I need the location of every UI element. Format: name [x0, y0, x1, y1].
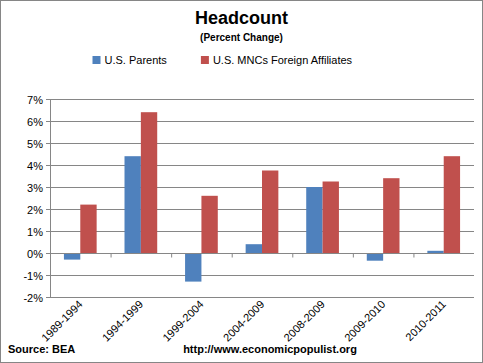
y-tick: [46, 143, 50, 144]
y-tick: [46, 297, 50, 298]
y-axis: [50, 99, 51, 297]
x-tick: [50, 254, 51, 258]
grid-line: [50, 165, 474, 166]
y-tick-label: -1%: [23, 270, 43, 282]
y-tick: [46, 165, 50, 166]
y-tick-label: 5%: [27, 138, 43, 150]
x-tick-label: 1999-2004: [160, 298, 206, 344]
bar: [185, 253, 201, 282]
x-tick-label: 2004-2009: [221, 298, 267, 344]
x-tick-label: 2010-2011: [403, 298, 448, 343]
x-axis: [50, 253, 474, 254]
legend: U.S. Parents U.S. MNCs Foreign Affiliates: [93, 54, 353, 66]
bar: [201, 196, 217, 253]
legend-label: U.S. Parents: [105, 54, 168, 66]
y-tick-label: 1%: [27, 226, 43, 238]
url: http://www.economicpopulist.org: [183, 343, 357, 355]
bar: [367, 253, 383, 261]
y-tick: [46, 275, 50, 276]
bar: [125, 156, 141, 253]
bars: [64, 112, 460, 281]
x-tick: [353, 254, 354, 258]
grid-line: [50, 297, 474, 298]
x-tick: [413, 254, 414, 258]
y-tick-label: 7%: [27, 94, 43, 106]
y-tick-label: 0%: [27, 248, 43, 260]
y-tick-label: 2%: [27, 204, 43, 216]
legend-swatch: [93, 56, 101, 64]
chart: Headcount (Percent Change) -2% -1% 0% 1% 2% 3% 4…: [0, 0, 483, 363]
x-tick: [111, 254, 112, 258]
y-tick: [46, 209, 50, 210]
bar: [141, 112, 157, 253]
subtitle: (Percent Change): [200, 32, 283, 43]
grid-line: [50, 121, 474, 122]
y-tick: [46, 187, 50, 188]
title: Headcount: [195, 8, 288, 28]
y-tick: [46, 231, 50, 232]
x-tick: [171, 254, 172, 258]
grid-line: [50, 99, 474, 100]
y-tick: [46, 253, 50, 254]
y-tick-label: 4%: [27, 160, 43, 172]
x-tick-label: 1994-1999: [100, 298, 146, 344]
legend-swatch: [201, 56, 209, 64]
bar: [246, 244, 262, 253]
bar: [262, 171, 278, 254]
x-tick: [232, 254, 233, 258]
bar: [306, 187, 322, 253]
y-tick: [46, 121, 50, 122]
y-tick: [46, 99, 50, 100]
x-tick-label: 2008-2009: [281, 298, 327, 344]
grid-line: [50, 253, 474, 254]
y-tick-label: 6%: [27, 116, 43, 128]
legend-label: U.S. MNCs Foreign Affiliates: [213, 54, 353, 66]
bar: [323, 182, 339, 254]
grid-line: [50, 275, 474, 276]
y-tick-label: 3%: [27, 182, 43, 194]
bar: [444, 156, 460, 253]
source: Source: BEA: [8, 343, 75, 355]
bar: [80, 205, 96, 253]
x-tick-label: 2009-2010: [342, 298, 388, 344]
bar: [427, 251, 443, 253]
chart-frame: [1, 1, 483, 363]
x-tick: [292, 254, 293, 258]
grid-line: [50, 143, 474, 144]
x-tick-label: 1989-1994: [39, 298, 85, 344]
y-tick-label: -2%: [23, 292, 43, 304]
bar: [383, 178, 399, 253]
